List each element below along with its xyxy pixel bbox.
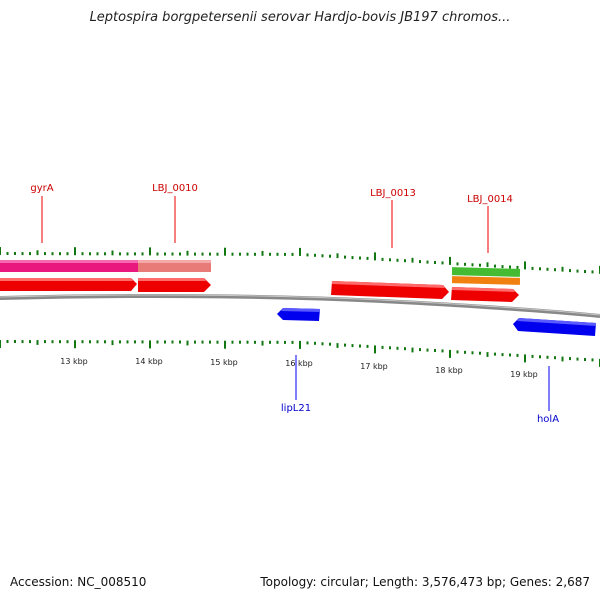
scale-label-14kbp: 14 kbp (135, 357, 163, 366)
genome-summary-text: Topology: circular; Length: 3,576,473 bp… (260, 575, 590, 589)
lbj0014-orange-track[interactable] (451, 276, 521, 285)
gene-label-lbj0010[interactable]: LBJ_0010 (152, 183, 198, 194)
lbj0010-gene-arrow[interactable] (138, 278, 211, 292)
map-title: Leptospira borgpetersenii serovar Hardjo… (89, 10, 511, 25)
genome-backbone (0, 293, 600, 318)
gene-label-lbj0014[interactable]: LBJ_0014 (467, 194, 513, 205)
gene-label-lbj0013[interactable]: LBJ_0013 (370, 188, 416, 199)
lbj0010-gene-arrow-shine (138, 278, 206, 281)
gene-label-lipL21[interactable]: lipL21 (281, 403, 311, 414)
holA-gene-arrow-shine (517, 318, 596, 326)
gene-label-gyrA[interactable]: gyrA (30, 183, 53, 194)
lower-tick-row (0, 340, 600, 367)
scale-label-13kbp: 13 kbp (60, 357, 88, 366)
accession-text: Accession: NC_008510 (10, 575, 147, 589)
lbj0014-green-track[interactable] (451, 267, 521, 277)
scale-label-17kbp: 17 kbp (360, 362, 388, 371)
genome-backbone-shine (0, 294, 600, 316)
gyrA-feature-track-highlight (0, 260, 138, 263)
upper-tick-row (0, 247, 600, 274)
scale-label-18kbp: 18 kbp (435, 366, 463, 375)
lipL21-gene-arrow-shine (281, 308, 320, 312)
gyrA-gene-arrow[interactable] (0, 278, 137, 291)
lbj0013-gene-arrow-shine (332, 281, 445, 288)
scale-label-16kbp: 16 kbp (285, 359, 313, 368)
lbj0010-feature-track-highlight (138, 260, 211, 263)
scale-label-19kbp: 19 kbp (510, 370, 538, 379)
lbj0014-gene-arrow-shine (452, 287, 515, 292)
gene-label-holA[interactable]: holA (537, 414, 559, 425)
gyrA-gene-arrow-shine (0, 278, 133, 281)
scale-label-15kbp: 15 kbp (210, 358, 238, 367)
